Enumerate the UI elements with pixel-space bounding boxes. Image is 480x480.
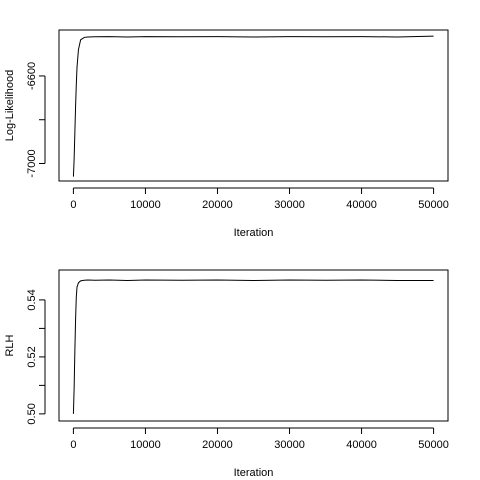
y-tick-label: 0.54 (26, 289, 38, 310)
x-tick-label: 0 (70, 199, 76, 211)
x-axis-title-2: Iteration (234, 467, 274, 479)
y-tick-label: -6600 (26, 62, 38, 90)
x-tick-label: 20000 (202, 439, 233, 451)
series-line-log-likelihood (72, 35, 434, 177)
x-tick-label: 10000 (130, 199, 161, 211)
series-line-rlh (72, 279, 434, 414)
y-tick-label: 0.50 (26, 403, 38, 424)
x-tick-label: 10000 (130, 439, 161, 451)
panel-log-likelihood: 0 10000 20000 30000 40000 50000 -7000 -6600 It… (4, 29, 449, 239)
plot-box-1 (58, 29, 449, 182)
y-tick-label: -7000 (26, 149, 38, 177)
plot-box-2 (58, 269, 449, 422)
x-tick-label: 40000 (346, 199, 377, 211)
x-tick-label: 50000 (418, 439, 449, 451)
x-tick-label: 0 (70, 439, 76, 451)
x-axis-title-1: Iteration (234, 227, 274, 239)
x-tick-label: 30000 (274, 439, 305, 451)
panel-rlh: 0 10000 20000 30000 40000 50000 0.500.520.54 … (4, 269, 449, 479)
x-tick-label: 50000 (418, 199, 449, 211)
y-axis-title-2: RLH (4, 334, 16, 356)
x-axis-2: 0 10000 20000 30000 40000 50000 (70, 427, 449, 451)
x-axis-1: 0 10000 20000 30000 40000 50000 (70, 187, 449, 211)
y-tick-label: 0.52 (26, 346, 38, 367)
y-axis-title-1: Log-Likelihood (4, 70, 16, 142)
y-axis-2: 0.50 0.52 0.54 (26, 289, 46, 425)
x-tick-label: 30000 (274, 199, 305, 211)
x-tick-label: 40000 (346, 439, 377, 451)
x-tick-label: 20000 (202, 199, 233, 211)
y-axis-1: -7000 -6600 (26, 62, 46, 178)
